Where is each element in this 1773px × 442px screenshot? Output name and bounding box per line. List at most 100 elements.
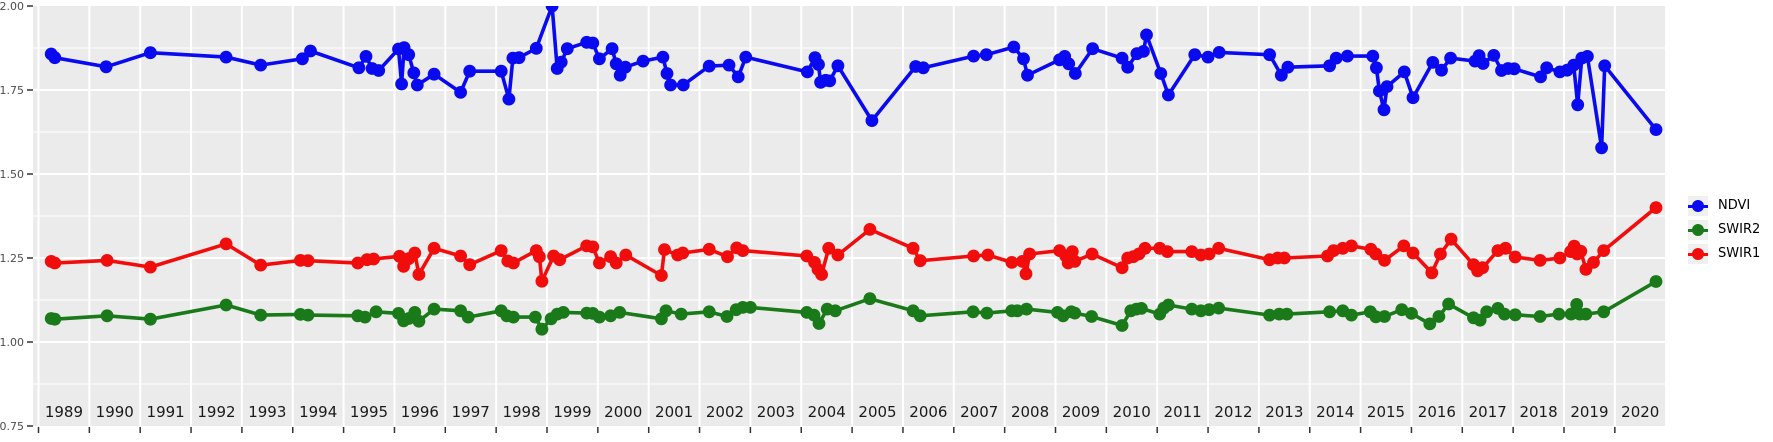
data-point-swir2 — [358, 310, 372, 324]
data-point-swir1 — [494, 244, 508, 257]
data-point-ndvi — [1649, 123, 1663, 136]
data-point-swir1 — [219, 237, 233, 251]
data-point-ndvi — [656, 50, 670, 64]
data-point-swir1 — [981, 248, 995, 262]
data-point-swir1 — [1533, 254, 1547, 267]
data-point-swir2 — [412, 314, 426, 328]
data-point-swir1 — [1161, 245, 1174, 258]
y-tick-label: 0.75 — [0, 420, 24, 433]
x-tick-label: 1989 — [45, 403, 83, 421]
data-point-ndvi — [664, 78, 677, 92]
data-point-ndvi — [1121, 60, 1135, 74]
data-point-swir1 — [1202, 247, 1216, 261]
data-point-ndvi — [1062, 57, 1076, 71]
x-tick-label: 1995 — [350, 403, 388, 421]
data-point-ndvi — [1086, 42, 1099, 56]
data-point-swir1 — [702, 242, 716, 256]
x-tick-label: 1991 — [147, 403, 185, 421]
data-point-ndvi — [1534, 70, 1547, 84]
x-tick-label: 2019 — [1570, 403, 1608, 421]
data-point-swir1 — [427, 241, 441, 255]
x-tick-label: 1990 — [96, 403, 134, 421]
x-tick-label: 2001 — [655, 403, 693, 421]
legend-label-ndvi: NDVI — [1718, 198, 1751, 213]
x-tick-label: 2007 — [960, 403, 998, 421]
data-point-ndvi — [967, 49, 980, 63]
data-point-swir2 — [556, 306, 570, 319]
x-tick-label: 2004 — [808, 403, 846, 421]
y-tick-label: 1.50 — [0, 168, 24, 181]
data-point-swir2 — [863, 292, 877, 306]
data-point-swir2 — [828, 304, 842, 318]
data-point-swir2 — [427, 302, 441, 316]
legend-entry-swir2: SWIR2 — [1688, 218, 1760, 241]
x-tick-label: 2009 — [1062, 403, 1100, 421]
data-point-swir1 — [1345, 239, 1358, 253]
x-tick-label: 2002 — [706, 403, 744, 421]
data-point-swir2 — [593, 310, 606, 324]
data-point-ndvi — [1476, 57, 1490, 70]
data-point-swir1 — [863, 223, 877, 236]
x-tick-label: 1999 — [553, 403, 591, 421]
data-point-swir2 — [1597, 305, 1611, 319]
data-point-swir2 — [1552, 307, 1566, 321]
data-point-swir2 — [1212, 301, 1226, 315]
data-point-swir1 — [1499, 241, 1512, 255]
data-point-ndvi — [618, 60, 632, 74]
data-point-ndvi — [1137, 45, 1150, 58]
data-point-swir2 — [1085, 310, 1098, 323]
data-point-swir1 — [906, 241, 920, 255]
data-point-ndvi — [739, 50, 753, 64]
data-point-swir2 — [674, 307, 688, 321]
data-point-ndvi — [1140, 28, 1153, 42]
data-point-ndvi — [502, 92, 516, 106]
data-point-ndvi — [554, 55, 568, 69]
x-tick-label: 2016 — [1418, 403, 1456, 421]
data-point-swir1 — [1649, 201, 1663, 215]
data-point-ndvi — [1571, 98, 1585, 112]
data-point-ndvi — [48, 51, 62, 65]
data-point-swir1 — [1434, 247, 1447, 261]
data-point-ndvi — [1487, 49, 1501, 62]
data-point-swir2 — [1480, 305, 1494, 319]
data-point-ndvi — [722, 58, 736, 72]
data-point-swir2 — [369, 305, 383, 319]
data-point-ndvi — [427, 67, 441, 81]
x-tick-label: 2017 — [1469, 403, 1507, 421]
data-point-ndvi — [1341, 49, 1354, 63]
data-point-swir1 — [609, 256, 623, 270]
data-point-swir1 — [913, 254, 927, 268]
data-point-swir1 — [1378, 254, 1391, 267]
data-point-swir1 — [1065, 245, 1079, 258]
data-point-swir1 — [553, 253, 567, 267]
data-point-swir2 — [1378, 310, 1391, 323]
x-tick-label: 2003 — [757, 403, 795, 421]
x-tick-label: 2014 — [1316, 403, 1354, 421]
data-point-swir2 — [1649, 275, 1663, 288]
data-point-swir1 — [48, 256, 62, 270]
data-point-swir1 — [1085, 247, 1099, 261]
data-point-ndvi — [702, 59, 716, 73]
x-tick-label: 1997 — [452, 403, 490, 421]
swir2-legend-key-icon — [1688, 219, 1708, 240]
y-tick-label: 1.75 — [0, 84, 24, 97]
data-point-ndvi — [731, 70, 745, 84]
data-point-ndvi — [1007, 40, 1021, 54]
data-point-swir1 — [254, 258, 268, 272]
data-point-swir2 — [1280, 307, 1294, 321]
x-tick-label: 2020 — [1621, 403, 1659, 421]
data-point-ndvi — [529, 41, 543, 55]
data-point-swir1 — [454, 249, 467, 263]
data-point-ndvi — [1154, 67, 1168, 80]
data-point-swir2 — [219, 298, 233, 312]
x-tick-label: 2010 — [1113, 403, 1151, 421]
data-point-swir2 — [913, 309, 927, 323]
data-point-swir2 — [980, 306, 994, 320]
data-point-ndvi — [144, 46, 157, 60]
data-point-swir2 — [1395, 303, 1409, 317]
data-point-swir1 — [967, 249, 980, 263]
data-point-ndvi — [372, 64, 386, 77]
swir1-legend-key-icon — [1688, 243, 1708, 264]
legend-entry-ndvi: NDVI — [1688, 194, 1760, 217]
data-point-swir1 — [535, 274, 549, 288]
